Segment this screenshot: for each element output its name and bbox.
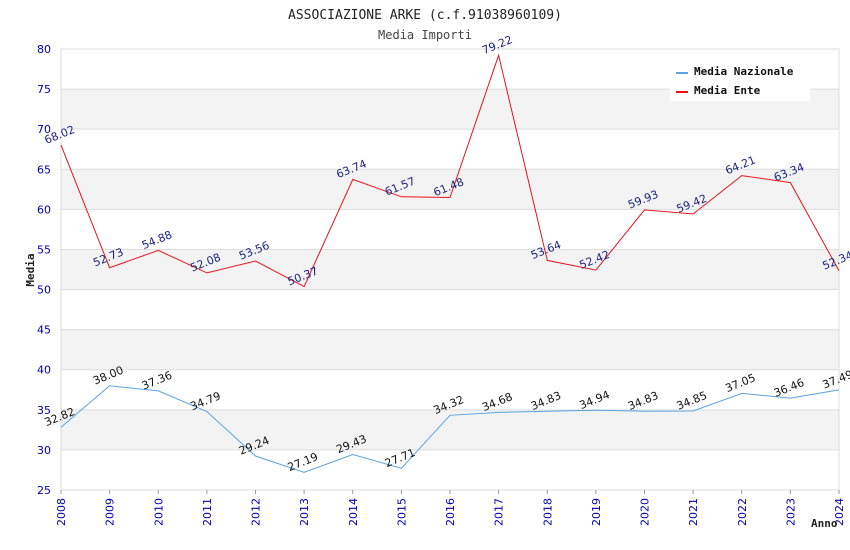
background-band bbox=[61, 249, 839, 290]
x-tick-label: 2023 bbox=[784, 498, 797, 526]
x-tick-label: 2018 bbox=[541, 498, 554, 526]
data-label-nazionale: 37.49 bbox=[821, 368, 850, 392]
legend-box bbox=[670, 60, 810, 101]
x-axis-label: Anno bbox=[811, 517, 838, 530]
y-tick-label: 70 bbox=[37, 123, 51, 136]
data-label-nazionale: 34.85 bbox=[675, 389, 709, 413]
data-label-nazionale: 34.83 bbox=[626, 389, 660, 413]
y-tick-label: 80 bbox=[37, 43, 51, 56]
legend-label-nazionale: Media Nazionale bbox=[694, 65, 794, 78]
x-tick-label: 2015 bbox=[395, 498, 408, 526]
chart-subtitle: Media Importi bbox=[378, 28, 472, 42]
x-tick-label: 2011 bbox=[201, 498, 214, 526]
series-lines bbox=[60, 53, 840, 473]
y-tick-label: 60 bbox=[37, 203, 51, 216]
x-tick-label: 2012 bbox=[250, 498, 263, 526]
x-tick-label: 2016 bbox=[444, 498, 457, 526]
x-tick-label: 2020 bbox=[639, 498, 652, 526]
series-line-nazionale bbox=[60, 385, 840, 473]
x-tick-label: 2019 bbox=[590, 498, 603, 526]
y-axis-label: Media bbox=[24, 253, 37, 286]
x-tick-label: 2013 bbox=[298, 498, 311, 526]
y-axis-ticks: 25 30 35 40 45 50 55 60 65 70 75 80 bbox=[37, 43, 51, 497]
x-tick-label: 2008 bbox=[55, 498, 68, 526]
grid-lines bbox=[61, 48, 839, 491]
x-tick-label: 2010 bbox=[152, 498, 165, 526]
y-tick-label: 30 bbox=[37, 444, 51, 457]
data-label-nazionale: 34.94 bbox=[578, 388, 612, 412]
background-bands bbox=[61, 89, 839, 450]
x-tick-label: 2021 bbox=[687, 498, 700, 526]
data-label-ente: 79.22 bbox=[480, 33, 514, 57]
x-tick-label: 2024 bbox=[833, 498, 846, 526]
y-tick-label: 50 bbox=[37, 284, 51, 297]
x-tick-label: 2017 bbox=[493, 498, 506, 526]
chart-title: ASSOCIAZIONE ARKE (c.f.91038960109) bbox=[288, 8, 562, 23]
y-tick-label: 25 bbox=[37, 484, 51, 497]
x-axis-ticks: 2008 2009 2010 2011 2012 2013 2014 2015 2016 2017… bbox=[55, 490, 846, 526]
data-label-nazionale: 37.05 bbox=[723, 371, 757, 395]
background-band bbox=[61, 169, 839, 210]
x-tick-label: 2009 bbox=[104, 498, 117, 526]
series-line-ente bbox=[60, 53, 840, 288]
y-tick-label: 40 bbox=[37, 364, 51, 377]
x-tick-label: 2022 bbox=[736, 498, 749, 526]
y-tick-label: 65 bbox=[37, 163, 51, 176]
data-label-nazionale: 34.83 bbox=[529, 389, 563, 413]
background-band bbox=[61, 329, 839, 370]
y-tick-label: 45 bbox=[37, 324, 51, 337]
legend: Media Nazionale Media Ente bbox=[670, 60, 810, 101]
data-label-nazionale: 27.19 bbox=[286, 450, 320, 474]
y-tick-label: 75 bbox=[37, 83, 51, 96]
data-label-ente: 54.88 bbox=[140, 228, 174, 252]
legend-label-ente: Media Ente bbox=[694, 84, 761, 97]
x-tick-label: 2014 bbox=[347, 498, 360, 526]
data-label-nazionale: 37.36 bbox=[140, 369, 174, 393]
y-tick-label: 35 bbox=[37, 404, 51, 417]
background-band bbox=[61, 409, 839, 450]
y-tick-label: 55 bbox=[37, 243, 51, 256]
